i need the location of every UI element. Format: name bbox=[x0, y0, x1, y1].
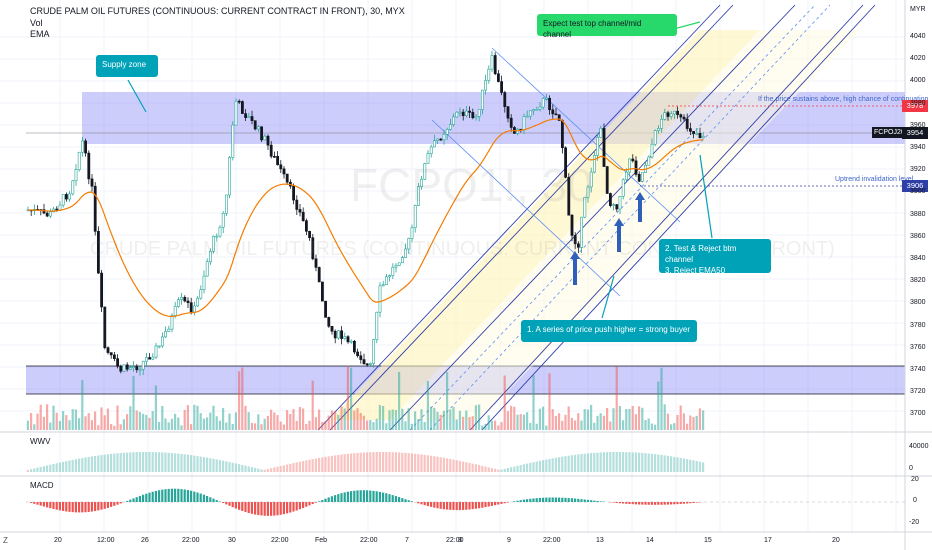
time-tick: 22:00 bbox=[360, 537, 378, 544]
up-arrow-icon bbox=[635, 192, 645, 222]
time-tick: 30 bbox=[228, 537, 236, 544]
time-tick: 13 bbox=[596, 537, 604, 544]
time-tick: 8 bbox=[458, 537, 462, 544]
strong-buyer-callout[interactable]: 1. A series of price push higher = stron… bbox=[521, 320, 697, 342]
invalidation-note[interactable]: Uptrend invalidation level bbox=[835, 176, 914, 183]
time-tick: 26 bbox=[141, 537, 149, 544]
vol-legend[interactable]: Vol bbox=[30, 18, 43, 28]
channel-mid-lines bbox=[409, 4, 831, 431]
macd-tick-0: 0 bbox=[913, 497, 917, 504]
buy-arrows bbox=[570, 192, 645, 285]
macd-label[interactable]: MACD bbox=[30, 481, 54, 490]
time-tick: 12:00 bbox=[97, 537, 115, 544]
invalidation-price-tag: 3906 bbox=[902, 180, 928, 192]
time-tick: 7 bbox=[405, 537, 409, 544]
price-tick: 3760 bbox=[910, 343, 926, 351]
symbol-tag: FCPOJ2023 bbox=[872, 127, 915, 138]
test-reject-callout[interactable]: 2. Test & Reject btm channel 3. Reject E… bbox=[659, 239, 771, 275]
wwv-tick-high: 40000 bbox=[909, 443, 929, 450]
watermark-symbol: FCPO1!, 30 bbox=[350, 159, 593, 211]
price-tick: 3740 bbox=[910, 366, 926, 373]
buyer-callout-pointer bbox=[601, 275, 615, 319]
time-tick: 9 bbox=[507, 537, 511, 544]
time-tick: 22:00 bbox=[182, 537, 200, 544]
price-tick: 4000 bbox=[910, 77, 926, 85]
resistance-price-tag: 3978 bbox=[902, 100, 928, 112]
time-tick: 22:00 bbox=[446, 537, 464, 544]
currency-label: MYR bbox=[910, 6, 926, 13]
time-tick: 17 bbox=[764, 537, 772, 544]
supply-zone-callout[interactable]: Supply zone bbox=[96, 55, 158, 77]
price-tick: 3800 bbox=[910, 299, 926, 307]
time-tick: 14 bbox=[646, 537, 654, 544]
chart-title[interactable]: CRUDE PALM OIL FUTURES (CONTINUOUS: CURR… bbox=[30, 6, 405, 16]
reject-callout-pointer bbox=[699, 154, 713, 239]
supply-callout-pointer bbox=[127, 79, 147, 113]
sustain-note[interactable]: If the price sustains above, high chance… bbox=[758, 96, 929, 103]
price-tick: 3940 bbox=[910, 144, 926, 151]
price-tick: 3860 bbox=[910, 232, 926, 240]
ema-line bbox=[28, 118, 704, 318]
macd-histogram bbox=[30, 488, 705, 516]
time-tick: 22:00 bbox=[271, 537, 289, 544]
price-tick: 3820 bbox=[910, 277, 926, 285]
time-tick: 22:00 bbox=[543, 537, 561, 544]
time-tick: 20 bbox=[54, 537, 62, 544]
last-price-tag: 3954 bbox=[902, 127, 928, 139]
price-tick: 3840 bbox=[910, 255, 926, 262]
price-tick: 3980 bbox=[910, 99, 926, 107]
ema-legend[interactable]: EMA bbox=[30, 29, 50, 39]
price-tick: 3720 bbox=[910, 388, 926, 396]
ascending-channel[interactable] bbox=[317, 4, 876, 431]
volume-bars bbox=[26, 365, 705, 430]
time-tick: 15 bbox=[704, 537, 712, 544]
channel-target-callout[interactable]: Expect test top channel/mid channel bbox=[537, 14, 677, 39]
price-tick: 3920 bbox=[910, 166, 926, 174]
time-tick: 20 bbox=[832, 537, 840, 544]
descending-trendlines[interactable] bbox=[431, 47, 681, 297]
up-arrow-icon bbox=[570, 251, 580, 285]
price-tick: 3960 bbox=[910, 121, 926, 129]
macd-tick-neg20: -20 bbox=[909, 519, 920, 526]
wwv-label[interactable]: WWV bbox=[30, 437, 51, 446]
channel-fill-2 bbox=[390, 30, 860, 420]
price-tick: 4040 bbox=[910, 33, 926, 40]
up-arrow-icon bbox=[614, 218, 624, 252]
macd-tick-20: 20 bbox=[911, 476, 919, 483]
price-tick: 3900 bbox=[910, 188, 926, 196]
price-tick: 3880 bbox=[910, 210, 926, 218]
price-tick: 3700 bbox=[910, 410, 926, 418]
tradingview-logo-icon[interactable]: Z bbox=[3, 536, 8, 545]
price-tick: 4020 bbox=[910, 55, 926, 63]
wwv-tick-zero: 0 bbox=[909, 465, 913, 472]
watermark-name: CRUDE PALM OIL FUTURES (CONTINUOUS: CURR… bbox=[90, 238, 835, 260]
candlestick-series[interactable] bbox=[26, 50, 705, 376]
channel-fill bbox=[330, 30, 760, 420]
wwv-histogram bbox=[26, 452, 705, 472]
time-tick: Feb bbox=[315, 537, 328, 544]
price-tick: 3780 bbox=[910, 321, 926, 329]
